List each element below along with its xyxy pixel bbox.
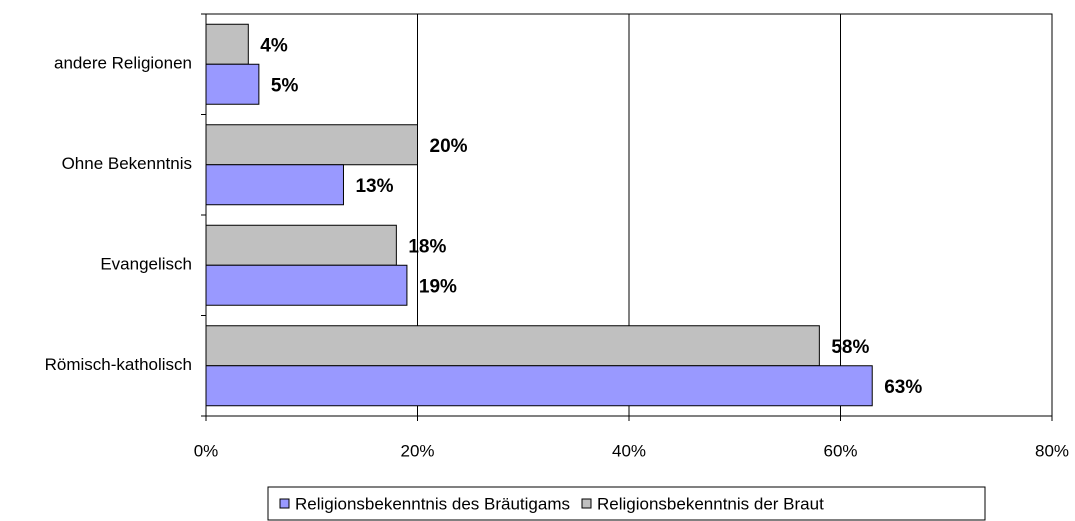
y-tick-label: Römisch-katholisch — [45, 355, 192, 374]
bar — [205, 365, 873, 407]
value-label: 58% — [831, 337, 869, 358]
bar — [205, 224, 397, 266]
bar — [205, 264, 408, 306]
y-tick-label: Ohne Bekenntnis — [62, 154, 192, 173]
legend-swatch — [581, 498, 592, 509]
x-tick-label: 60% — [823, 441, 857, 460]
legend-box — [267, 486, 986, 521]
value-label: 18% — [408, 236, 446, 257]
x-tick-label: 20% — [400, 441, 434, 460]
y-tick-label: Evangelisch — [100, 255, 192, 274]
bar — [205, 124, 418, 166]
bar — [205, 164, 344, 206]
legend-label: Religionsbekenntnis der Braut — [597, 494, 824, 513]
value-label: 4% — [260, 35, 288, 56]
legend-swatch — [279, 498, 290, 509]
y-tick-label: andere Religionen — [54, 54, 192, 73]
x-tick-label: 80% — [1035, 441, 1069, 460]
bar — [205, 23, 249, 65]
value-label: 19% — [419, 276, 457, 297]
value-label: 63% — [884, 377, 922, 398]
legend-label: Religionsbekenntnis des Bräutigams — [295, 494, 570, 513]
value-label: 13% — [355, 176, 393, 197]
x-tick-label: 40% — [612, 441, 646, 460]
bar — [205, 63, 260, 105]
value-label: 20% — [430, 136, 468, 157]
bar — [205, 325, 820, 367]
x-tick-label: 0% — [194, 441, 219, 460]
value-label: 5% — [271, 75, 299, 96]
